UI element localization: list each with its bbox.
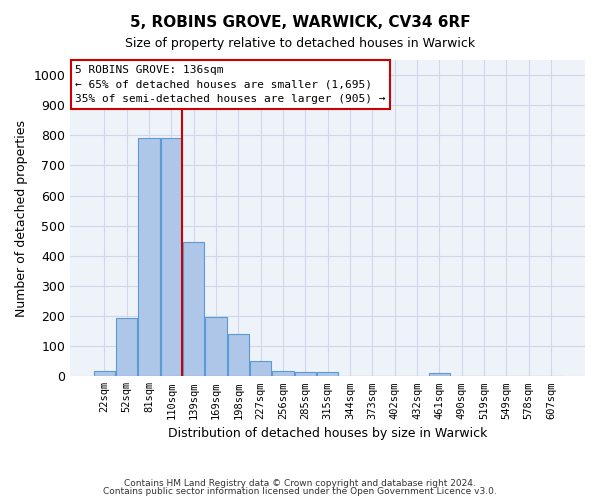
Text: Contains HM Land Registry data © Crown copyright and database right 2024.: Contains HM Land Registry data © Crown c… — [124, 478, 476, 488]
Bar — [139, 138, 160, 376]
Bar — [205, 317, 227, 376]
Y-axis label: Number of detached properties: Number of detached properties — [15, 120, 28, 316]
Bar — [429, 374, 450, 376]
Text: 5, ROBINS GROVE, WARWICK, CV34 6RF: 5, ROBINS GROVE, WARWICK, CV34 6RF — [130, 15, 470, 30]
Text: 5 ROBINS GROVE: 136sqm
← 65% of detached houses are smaller (1,695)
35% of semi-: 5 ROBINS GROVE: 136sqm ← 65% of detached… — [76, 64, 386, 104]
Bar — [317, 372, 338, 376]
Bar — [94, 371, 115, 376]
Bar — [295, 372, 316, 376]
Bar — [161, 138, 182, 376]
Bar — [250, 361, 271, 376]
X-axis label: Distribution of detached houses by size in Warwick: Distribution of detached houses by size … — [168, 427, 487, 440]
Bar — [272, 371, 293, 376]
Bar — [116, 318, 137, 376]
Text: Contains public sector information licensed under the Open Government Licence v3: Contains public sector information licen… — [103, 487, 497, 496]
Bar — [183, 242, 204, 376]
Bar — [227, 334, 249, 376]
Text: Size of property relative to detached houses in Warwick: Size of property relative to detached ho… — [125, 38, 475, 51]
